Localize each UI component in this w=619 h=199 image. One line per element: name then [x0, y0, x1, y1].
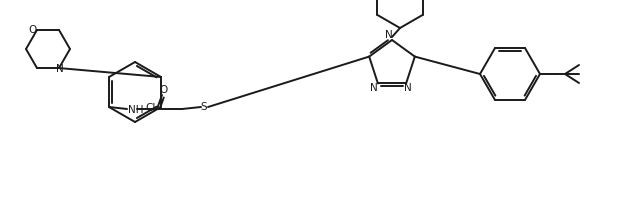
Text: N: N — [370, 83, 378, 93]
Text: S: S — [201, 102, 207, 112]
Text: N: N — [56, 64, 64, 74]
Text: O: O — [28, 25, 36, 35]
Text: N: N — [385, 30, 393, 40]
Text: N: N — [404, 83, 412, 93]
Text: O: O — [159, 85, 167, 95]
Text: NH: NH — [128, 105, 144, 115]
Text: Cl: Cl — [146, 103, 156, 113]
